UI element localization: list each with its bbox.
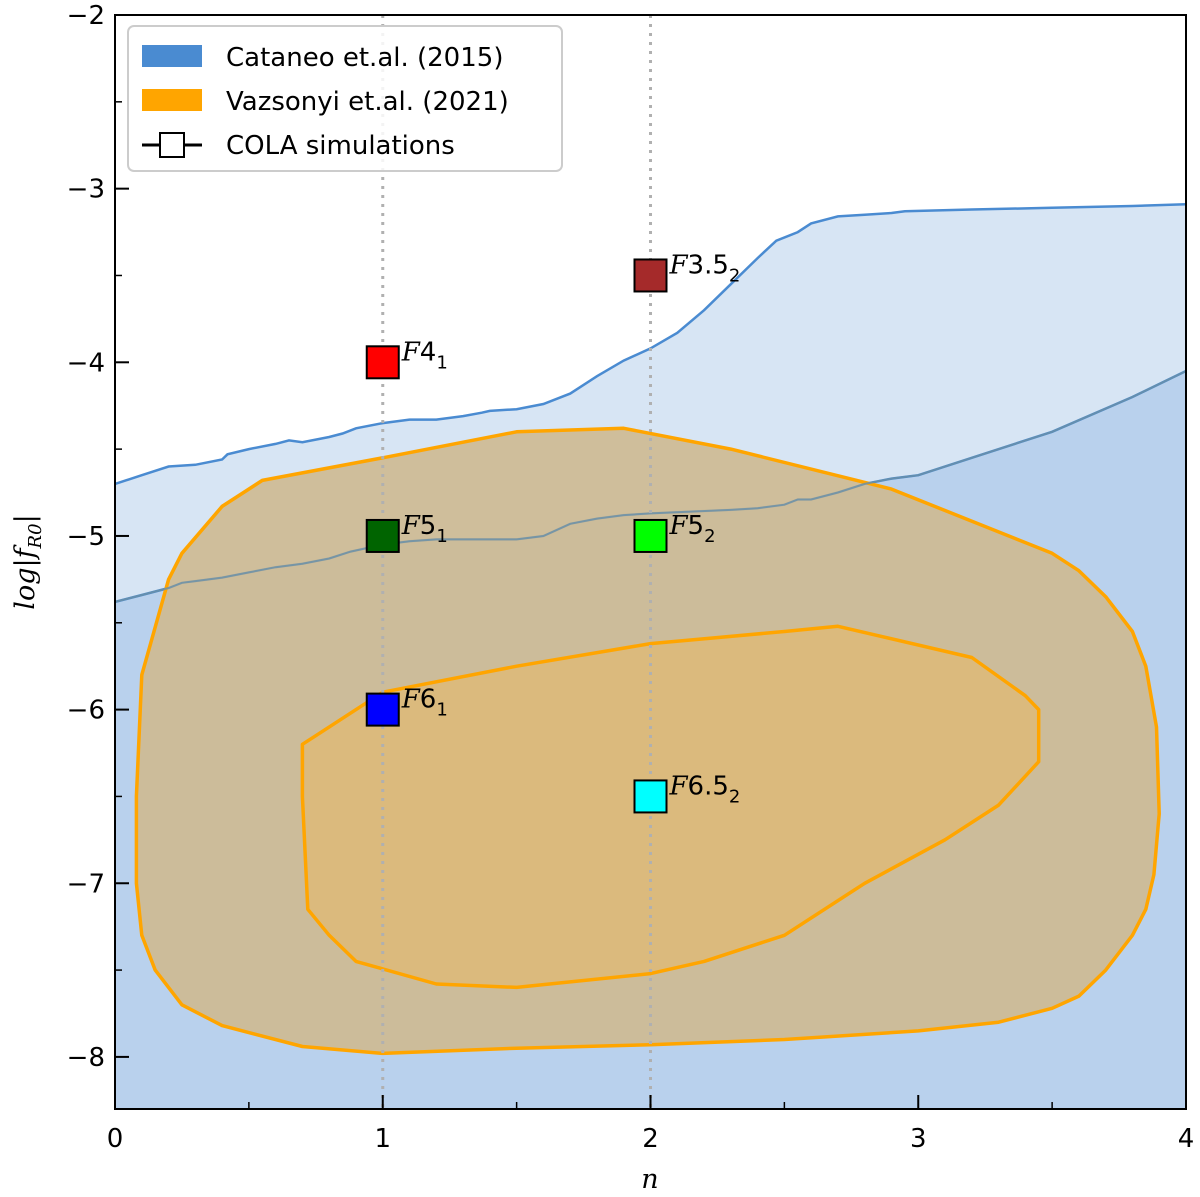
simulation-label-value: 4 — [420, 337, 437, 367]
simulation-label-subscript: 1 — [436, 526, 447, 547]
simulation-label: F52 — [669, 511, 716, 547]
simulation-label-letter: F — [669, 511, 689, 541]
y-tick-label: −8 — [67, 1043, 105, 1073]
legend-label: Cataneo et.al. (2015) — [226, 43, 503, 73]
vazsonyi-region-2 — [300, 624, 1041, 990]
simulation-label-letter: F — [669, 771, 689, 801]
legend-marker — [159, 132, 185, 158]
y-tick-label: −2 — [67, 1, 105, 31]
simulation-marker — [633, 258, 668, 293]
simulation-label: F51 — [401, 511, 448, 547]
legend-swatch — [142, 45, 202, 67]
cataneo-boundary-overlay — [115, 370, 1186, 603]
x-tick-label: 2 — [642, 1124, 659, 1154]
simulation-marker — [633, 779, 668, 814]
simulation-label: F3.52 — [669, 250, 741, 286]
simulation-label-value: 5 — [688, 511, 705, 541]
simulation-label-value: 5 — [420, 511, 437, 541]
simulation-label: F61 — [401, 685, 448, 721]
reference-lines-layer — [381, 15, 652, 1109]
y-axis-label: log|fR0| — [10, 514, 46, 609]
y-axis-label-main: log|f — [10, 544, 41, 609]
x-axis-label: n — [641, 1164, 658, 1195]
simulation-label-letter: F — [401, 337, 421, 367]
x-tick-label: 0 — [107, 1124, 124, 1154]
legend-label: Vazsonyi et.al. (2021) — [226, 87, 509, 117]
y-tick-label: −3 — [67, 175, 105, 205]
simulation-label-letter: F — [401, 511, 421, 541]
simulation-marker — [633, 518, 668, 553]
legend-box — [127, 25, 563, 172]
y-axis-label-close: | — [10, 514, 41, 523]
simulation-marker — [365, 518, 400, 553]
simulation-label-subscript: 2 — [729, 786, 740, 807]
y-tick-label: −5 — [67, 522, 105, 552]
simulation-label-value: 3.5 — [688, 250, 729, 280]
simulation-label-value: 6.5 — [688, 771, 729, 801]
simulation-label: F41 — [401, 337, 448, 373]
cataneo-boundary-1 — [115, 203, 1186, 486]
simulation-label-subscript: 2 — [729, 265, 740, 286]
legend: Cataneo et.al. (2015) Vazsonyi et.al. (20… — [127, 25, 563, 172]
simulation-label-subscript: 1 — [436, 352, 447, 373]
simulation-label-value: 6 — [420, 685, 437, 715]
simulation-label-subscript: 1 — [436, 700, 447, 721]
legend-label: COLA simulations — [226, 131, 455, 161]
y-axis-label-subscript: R0 — [25, 523, 46, 549]
simulation-label: F6.52 — [669, 771, 741, 807]
x-tick-label: 1 — [374, 1124, 391, 1154]
simulation-marker — [365, 345, 400, 380]
y-tick-label: −7 — [67, 869, 105, 899]
y-tick-label: −4 — [67, 348, 105, 378]
simulation-label-letter: F — [401, 685, 421, 715]
simulation-label-subscript: 2 — [704, 526, 715, 547]
legend-swatch — [142, 89, 202, 111]
x-tick-label: 4 — [1178, 1124, 1195, 1154]
ticks-layer: 0 1 2 3 4 −8 −7 −6 −5 −4 −3 −2 — [67, 1, 1195, 1154]
simulation-label-letter: F — [669, 250, 689, 280]
simulation-marker — [365, 692, 400, 727]
x-tick-label: 3 — [910, 1124, 927, 1154]
y-tick-label: −6 — [67, 696, 105, 726]
